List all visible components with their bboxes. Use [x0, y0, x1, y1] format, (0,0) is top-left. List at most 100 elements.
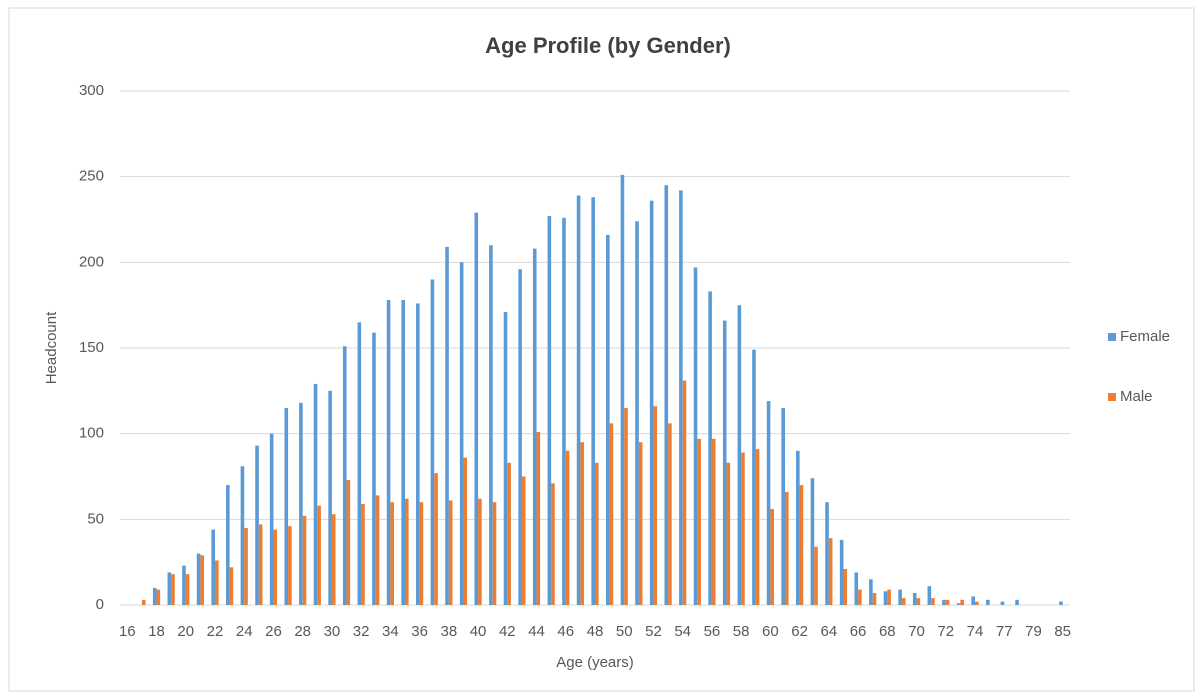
bar — [668, 423, 672, 605]
bar — [342, 346, 347, 605]
x-tick-label: 16 — [119, 623, 136, 640]
x-tick-label: 32 — [353, 623, 370, 640]
bar — [156, 589, 161, 605]
bar — [357, 322, 362, 605]
bar — [1015, 599, 1019, 605]
bar — [781, 407, 785, 605]
bar — [405, 498, 409, 605]
bar — [872, 593, 877, 605]
bar — [624, 407, 628, 605]
bar — [182, 565, 186, 605]
bar — [141, 599, 146, 605]
bar — [785, 491, 789, 605]
x-tick-label: 52 — [645, 623, 662, 640]
legend-label: Male — [1120, 388, 1153, 405]
x-tick-label: 77 — [996, 623, 1013, 640]
bar — [956, 603, 961, 605]
bar — [313, 383, 318, 605]
x-tick-label: 58 — [733, 623, 750, 640]
bar — [737, 305, 742, 605]
bar — [620, 174, 625, 605]
bar — [752, 349, 756, 605]
x-tick-label: 42 — [499, 623, 516, 640]
bar — [595, 462, 599, 605]
x-tick-label: 20 — [177, 623, 194, 640]
bar — [562, 217, 566, 605]
x-tick-label: 66 — [850, 623, 867, 640]
x-tick-label: 18 — [148, 623, 165, 640]
bar — [518, 269, 522, 605]
bar — [171, 574, 175, 605]
bar — [463, 457, 468, 605]
bar — [679, 190, 683, 605]
x-tick-label: 40 — [470, 623, 487, 640]
bar — [317, 505, 321, 605]
bar — [328, 390, 332, 605]
x-tick-label: 44 — [528, 623, 545, 640]
x-tick-label: 34 — [382, 623, 399, 640]
bar — [489, 245, 493, 605]
bar — [945, 599, 950, 605]
bar — [375, 495, 380, 605]
x-tick-label: 38 — [441, 623, 458, 640]
x-tick-label: 24 — [236, 623, 253, 640]
x-tick-label: 60 — [762, 623, 779, 640]
x-tick-label: 56 — [704, 623, 721, 640]
bar — [869, 579, 873, 605]
x-tick-label: 72 — [937, 623, 954, 640]
bar — [547, 216, 552, 605]
bar — [331, 514, 336, 605]
bar — [697, 438, 701, 605]
bar — [755, 449, 760, 605]
bar — [185, 574, 190, 605]
bar — [226, 485, 230, 605]
bar — [196, 553, 201, 605]
bar — [372, 332, 376, 605]
bar — [478, 498, 482, 605]
bar — [565, 450, 570, 605]
bar — [931, 598, 935, 605]
bar — [434, 473, 438, 605]
bar — [975, 601, 979, 605]
x-tick-label: 48 — [587, 623, 604, 640]
bar — [551, 483, 555, 605]
legend-swatch — [1108, 393, 1116, 401]
x-tick-label: 46 — [557, 623, 574, 640]
bar — [839, 539, 844, 605]
bar — [971, 596, 975, 605]
x-tick-label: 54 — [674, 623, 691, 640]
bar — [273, 529, 278, 605]
bar — [638, 442, 643, 605]
bar — [258, 524, 263, 605]
bar — [887, 589, 891, 605]
bar — [810, 478, 815, 605]
bar — [843, 569, 848, 605]
bar — [591, 197, 595, 605]
bar — [711, 438, 716, 605]
bar — [986, 599, 990, 605]
y-tick-label: 0 — [96, 596, 104, 613]
bar — [1059, 601, 1063, 605]
y-tick-label: 100 — [79, 425, 104, 442]
bar — [814, 546, 818, 605]
bar — [416, 303, 420, 605]
bar — [229, 567, 234, 605]
bar — [682, 380, 687, 605]
bar — [741, 452, 745, 605]
bar — [240, 466, 245, 605]
bar — [215, 560, 219, 605]
bar — [492, 502, 497, 605]
x-tick-label: 68 — [879, 623, 896, 640]
bar — [532, 248, 537, 606]
x-tick-label: 79 — [1025, 623, 1042, 640]
bar — [912, 593, 917, 605]
y-tick-label: 50 — [87, 510, 104, 527]
x-tick-label: 28 — [294, 623, 311, 640]
bar — [361, 503, 365, 605]
bar — [507, 462, 511, 605]
bar — [942, 599, 946, 605]
y-axis-label: Headcount — [43, 311, 60, 384]
bar — [609, 423, 614, 605]
bar — [167, 572, 172, 605]
bar — [927, 586, 932, 605]
